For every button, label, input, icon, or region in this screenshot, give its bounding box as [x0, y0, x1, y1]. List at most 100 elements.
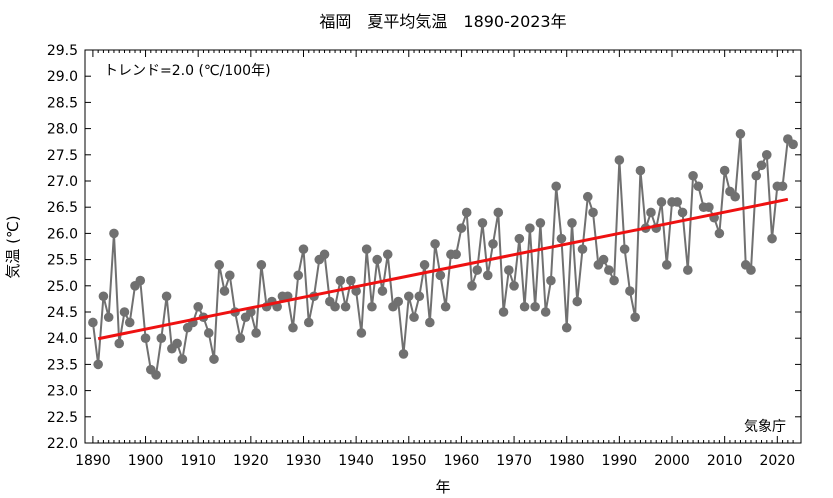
- data-point: [425, 317, 435, 328]
- data-point: [98, 291, 109, 302]
- data-point: [567, 218, 577, 228]
- data-point: [119, 307, 130, 317]
- data-point: [356, 328, 367, 338]
- x-tick-label: 1900: [128, 453, 164, 469]
- x-tick-label: 1930: [286, 453, 322, 469]
- x-tick-label: 2020: [759, 453, 795, 469]
- x-tick-label: 2000: [654, 453, 690, 469]
- data-point: [561, 322, 572, 333]
- data-point: [635, 165, 646, 176]
- data-point: [572, 296, 583, 307]
- data-point: [493, 207, 504, 218]
- data-point: [504, 265, 514, 275]
- data-point: [172, 338, 182, 349]
- x-tick-label: 1920: [233, 453, 269, 469]
- data-point: [403, 291, 414, 302]
- data-point: [193, 301, 203, 312]
- data-point: [556, 233, 567, 244]
- data-point: [467, 281, 477, 291]
- data-point: [582, 191, 593, 202]
- y-tick-label: 25.5: [47, 253, 78, 269]
- x-tick-label: 1890: [75, 453, 111, 469]
- data-point: [625, 286, 635, 296]
- data-point: [88, 317, 98, 328]
- data-point: [382, 249, 393, 260]
- data-point: [303, 317, 314, 328]
- trend-line: [97, 197, 789, 341]
- y-tick-label: 28.5: [47, 95, 78, 111]
- data-point: [693, 181, 704, 192]
- x-tick-label: 1990: [602, 453, 638, 469]
- data-point: [161, 291, 172, 302]
- data-point: [746, 265, 756, 275]
- chart-title: 福岡 夏平均気温 1890-2023年: [319, 12, 566, 31]
- data-point: [288, 322, 298, 333]
- data-point: [93, 359, 103, 370]
- data-point: [135, 275, 146, 286]
- plot-frame: [84, 49, 802, 444]
- data-point: [109, 228, 119, 239]
- data-point: [156, 333, 167, 344]
- data-point: [672, 197, 683, 207]
- x-tick-label: 2010: [707, 453, 743, 469]
- x-tick-label: 1940: [338, 453, 374, 469]
- data-point: [546, 275, 556, 286]
- data-point: [409, 312, 419, 323]
- data-point: [377, 286, 388, 296]
- data-point: [340, 301, 351, 312]
- data-point: [114, 338, 125, 349]
- data-point: [614, 155, 625, 165]
- x-tick-label: 1910: [180, 453, 216, 469]
- data-point: [714, 228, 725, 239]
- data-point: [530, 301, 540, 312]
- trend-layer: [97, 197, 789, 341]
- data-point: [704, 202, 714, 212]
- data-point: [719, 165, 730, 176]
- y-tick-label: 29.5: [47, 43, 78, 59]
- data-point: [482, 270, 493, 281]
- y-tick-label: 27.0: [47, 174, 78, 190]
- data-point: [598, 254, 609, 265]
- data-point: [235, 333, 246, 344]
- x-tick-label: 1960: [444, 453, 480, 469]
- data-point: [103, 312, 114, 323]
- data-point: [540, 307, 551, 317]
- data-point: [351, 286, 361, 296]
- data-point: [509, 281, 519, 291]
- data-point: [735, 129, 746, 139]
- data-point: [319, 249, 330, 260]
- data-point: [751, 170, 762, 181]
- data-point: [756, 160, 767, 171]
- y-tick-label: 29.0: [47, 69, 78, 85]
- data-point: [761, 150, 772, 160]
- data-point: [224, 270, 235, 281]
- data-point: [519, 301, 530, 312]
- source-label: 気象庁: [744, 419, 786, 435]
- data-point: [214, 260, 225, 270]
- data-point: [498, 307, 509, 317]
- data-point: [335, 275, 346, 286]
- y-tick-label: 24.5: [47, 305, 78, 321]
- data-point: [661, 260, 672, 270]
- data-point: [298, 244, 309, 254]
- data-point: [430, 239, 440, 249]
- y-tick-label: 23.0: [47, 384, 78, 400]
- data-point: [419, 260, 430, 270]
- data-point: [451, 249, 461, 260]
- data-point: [472, 265, 483, 275]
- data-point: [525, 223, 535, 233]
- data-point: [209, 354, 219, 364]
- x-tick-label: 1980: [549, 453, 585, 469]
- data-point: [151, 370, 161, 380]
- data-point: [656, 197, 667, 207]
- data-point: [361, 244, 372, 254]
- y-tick-label: 24.0: [47, 331, 78, 347]
- y-tick-label: 27.5: [47, 148, 78, 164]
- data-point: [177, 354, 188, 364]
- data-point: [577, 244, 588, 254]
- y-tick-label: 26.5: [47, 200, 78, 216]
- data-point: [414, 291, 425, 302]
- y-tick-label: 22.5: [47, 410, 78, 426]
- data-point: [730, 191, 740, 202]
